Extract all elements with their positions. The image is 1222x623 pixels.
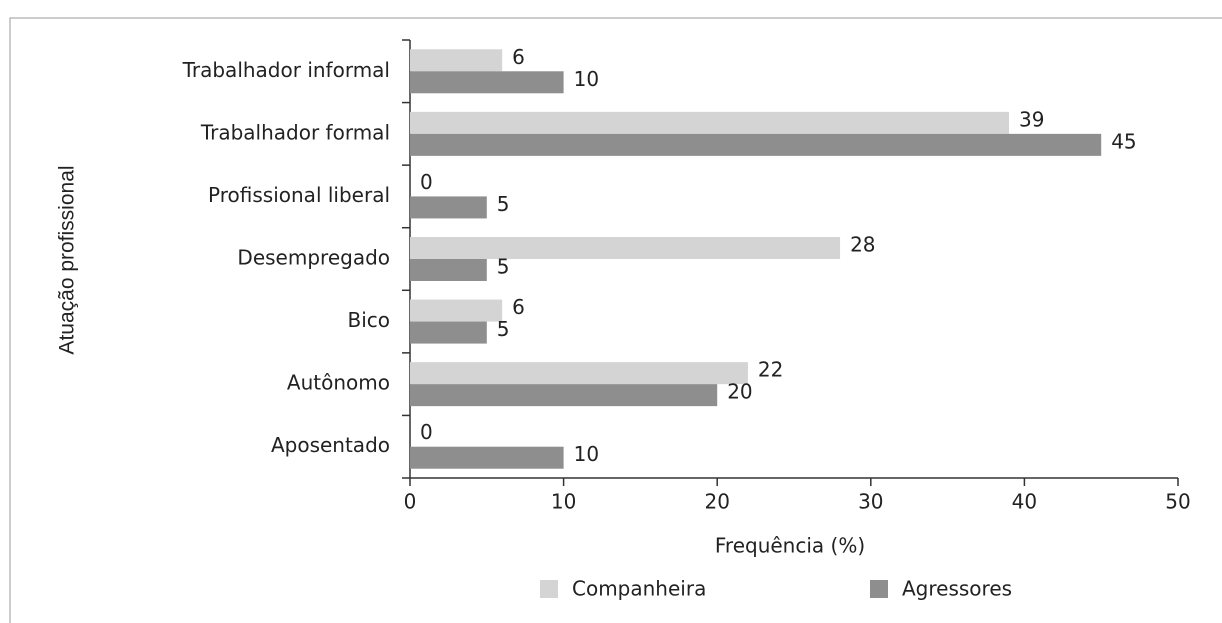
x-axis-title: Frequência (%) xyxy=(715,534,865,558)
bar xyxy=(410,49,503,72)
x-tick-label: 10 xyxy=(551,490,576,514)
frame xyxy=(9,17,1222,623)
bar xyxy=(410,133,1102,156)
data-label: 10 xyxy=(574,442,599,466)
x-tick-label: 30 xyxy=(858,490,883,514)
bar xyxy=(410,321,487,344)
bar xyxy=(410,384,718,407)
data-label: 45 xyxy=(1111,129,1136,153)
legend-label: Agressores xyxy=(902,577,1012,601)
y-axis-title: Atuação profissional xyxy=(56,165,79,354)
legend-label: Companheira xyxy=(572,577,706,601)
legend-swatch xyxy=(540,580,558,598)
data-label: 0 xyxy=(420,170,433,194)
y-tick-label: Aposentado xyxy=(271,433,390,457)
data-label: 5 xyxy=(497,317,510,341)
data-label: 5 xyxy=(497,192,510,216)
data-label: 28 xyxy=(850,233,875,257)
data-label: 20 xyxy=(727,380,752,404)
y-tick-label: Trabalhador informal xyxy=(182,58,390,82)
x-tick-label: 20 xyxy=(704,490,729,514)
data-label: 39 xyxy=(1019,107,1044,131)
bar xyxy=(410,111,1010,134)
data-label: 6 xyxy=(512,45,525,69)
legend-swatch xyxy=(870,580,888,598)
bar xyxy=(410,362,748,385)
y-tick-label: Trabalhador formal xyxy=(200,120,390,144)
bar xyxy=(410,299,503,322)
data-label: 0 xyxy=(420,420,433,444)
bar xyxy=(410,196,487,219)
y-tick-label: Desempregado xyxy=(237,246,390,270)
y-tick-label: Profissional liberal xyxy=(208,183,390,207)
x-tick-label: 40 xyxy=(1012,490,1037,514)
bar xyxy=(410,259,487,281)
bar xyxy=(410,71,564,94)
bar xyxy=(410,237,841,259)
data-label: 6 xyxy=(512,295,525,319)
data-label: 22 xyxy=(758,358,783,382)
data-label: 5 xyxy=(497,255,510,279)
x-tick-label: 0 xyxy=(404,490,417,514)
data-label: 10 xyxy=(574,67,599,91)
x-tick-label: 50 xyxy=(1165,490,1190,514)
bar xyxy=(410,446,564,469)
y-tick-label: Bico xyxy=(347,308,390,332)
y-tick-label: Autônomo xyxy=(287,371,390,395)
